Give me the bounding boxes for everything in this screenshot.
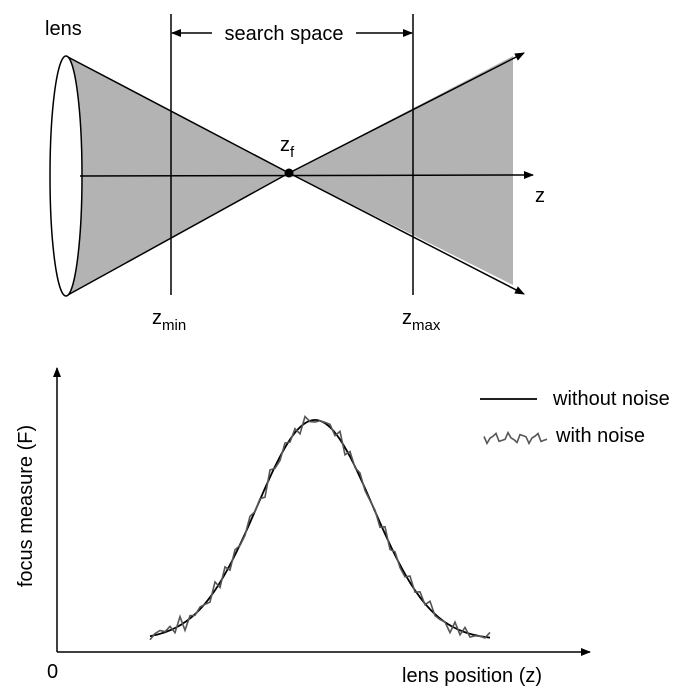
lower-ray-line (65, 172, 290, 297)
y-axis-label: focus measure (F) (15, 425, 37, 587)
legend: without noise with noise (480, 388, 670, 447)
curve-without-noise (149, 419, 491, 639)
lens-label: lens (45, 18, 82, 40)
axis-z-label: z (535, 185, 545, 207)
legend-clean-label: without noise (552, 388, 670, 410)
zmin-sub: min (162, 317, 186, 334)
upper-ray-line (65, 55, 290, 174)
legend-noisy-swatch (483, 430, 548, 446)
search-space-label: search space (225, 23, 344, 45)
zmax-label: zmax (402, 307, 441, 334)
optics-diagram: lens search space zf z zmin zmax (45, 14, 545, 334)
lens-ellipse (49, 55, 83, 297)
diverging-cone (289, 56, 513, 285)
focus-point-main: z (280, 134, 290, 156)
zmax-sub: max (412, 317, 441, 334)
x-axis-label: lens position (z) (402, 665, 542, 687)
lower-diverging-ray-arrow (288, 172, 525, 295)
optical-axis-arrow (79, 171, 534, 180)
legend-noisy-label: with noise (555, 425, 645, 447)
zmin-label: zmin (152, 307, 186, 334)
zmax-main: z (402, 307, 412, 329)
upper-diverging-ray-arrow (288, 52, 525, 174)
origin-label: 0 (47, 661, 58, 683)
curve-with-noise (149, 414, 491, 641)
focus-plot: focus measure (F) lens position (z) 0 wi… (15, 367, 670, 687)
focus-point-label: zf (280, 134, 295, 161)
focal-point-dot (284, 168, 294, 178)
zmin-main: z (152, 307, 162, 329)
focus-point-sub: f (290, 144, 295, 161)
